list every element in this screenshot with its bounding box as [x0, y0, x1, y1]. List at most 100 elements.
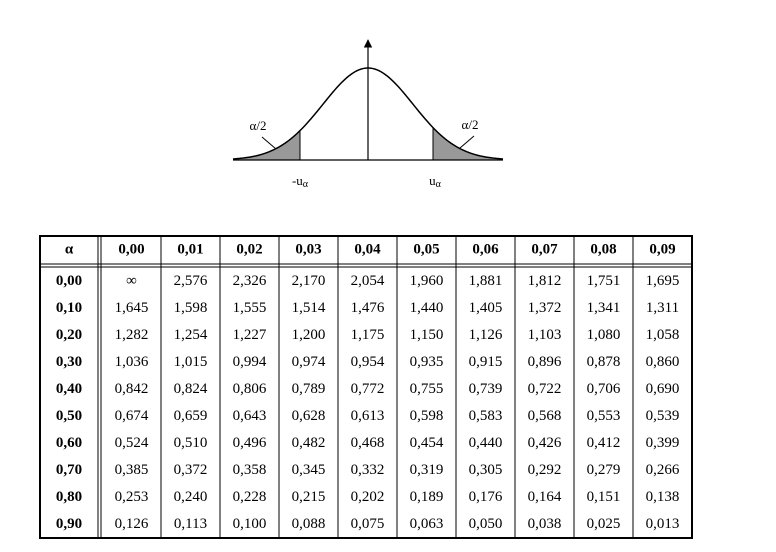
header-cell: 0,03: [295, 241, 321, 257]
cell: 0,202: [351, 489, 385, 505]
cell: 0,399: [646, 435, 680, 451]
cell: 2,576: [174, 273, 208, 289]
cell: 0,151: [587, 489, 621, 505]
cell: 0,412: [587, 435, 621, 451]
cell: 1,311: [646, 300, 679, 316]
row-label: 0,40: [56, 381, 82, 397]
cell: 1,598: [174, 300, 208, 316]
cell: 0,075: [351, 516, 385, 532]
header-cell: 0,01: [177, 241, 203, 257]
cell: 0,100: [233, 516, 267, 532]
cell: 0,539: [646, 408, 680, 424]
cell: 1,440: [410, 300, 444, 316]
cell: 0,345: [292, 462, 326, 478]
row-label: 0,20: [56, 327, 82, 343]
cell: 1,372: [528, 300, 562, 316]
cell: 0,974: [292, 354, 326, 370]
cell: 0,050: [469, 516, 503, 532]
cell: 1,150: [410, 327, 444, 343]
cell: 0,598: [410, 408, 444, 424]
cell: 0,025: [587, 516, 621, 532]
cell: 1,881: [469, 273, 503, 289]
header-cell: 0,07: [531, 241, 558, 257]
cell: 1,514: [292, 300, 326, 316]
cell: 0,332: [351, 462, 385, 478]
cell: 0,915: [469, 354, 503, 370]
cell: 0,358: [233, 462, 267, 478]
cell: 0,553: [587, 408, 621, 424]
cell: 0,279: [587, 462, 621, 478]
cell: 1,175: [351, 327, 385, 343]
cell: 0,138: [646, 489, 680, 505]
cell: 1,751: [587, 273, 621, 289]
cell: 0,994: [233, 354, 267, 370]
cell: 0,772: [351, 381, 385, 397]
cell: 0,372: [174, 462, 208, 478]
cell: 1,036: [115, 354, 149, 370]
cell: 1,960: [410, 273, 444, 289]
cell: 1,405: [469, 300, 503, 316]
cell: 0,468: [351, 435, 385, 451]
cell: 1,103: [528, 327, 562, 343]
cell: 0,954: [351, 354, 385, 370]
cell: 0,935: [410, 354, 444, 370]
cell: 0,739: [469, 381, 503, 397]
cell: 0,628: [292, 408, 326, 424]
cell: 0,896: [528, 354, 562, 370]
cell: 0,038: [528, 516, 562, 532]
distribution-diagram: α/2 α/2 -uα uα: [232, 39, 504, 190]
header-cell: 0,08: [590, 241, 616, 257]
cell: 0,482: [292, 435, 326, 451]
cell: 0,113: [174, 516, 207, 532]
cell: 0,063: [410, 516, 444, 532]
cell: 0,568: [528, 408, 562, 424]
cell: 2,054: [351, 273, 385, 289]
cell: 1,058: [646, 327, 680, 343]
cell: 0,842: [115, 381, 149, 397]
cell: 0,319: [410, 462, 444, 478]
cell: 0,524: [115, 435, 149, 451]
cell: 1,812: [528, 273, 562, 289]
cell: 1,254: [174, 327, 208, 343]
left-area-label: α/2: [250, 118, 267, 133]
cell: 0,126: [115, 516, 149, 532]
cell: 0,088: [292, 516, 326, 532]
cell: 1,126: [469, 327, 503, 343]
row-label: 0,10: [56, 300, 82, 316]
cell: 0,659: [174, 408, 208, 424]
header-cell: α: [65, 241, 74, 257]
cell: 0,164: [528, 489, 562, 505]
cell: 0,878: [587, 354, 621, 370]
cell: 0,496: [233, 435, 267, 451]
curve: [232, 67, 504, 160]
row-label: 0,00: [56, 273, 82, 289]
cell: 0,674: [115, 408, 149, 424]
cell: 0,755: [410, 381, 444, 397]
cell: 1,200: [292, 327, 326, 343]
cell: 0,426: [528, 435, 562, 451]
cell: 1,555: [233, 300, 267, 316]
right-quantile: uα: [429, 173, 442, 190]
row-label: 0,50: [56, 408, 82, 424]
left-tail: [233, 130, 300, 160]
cell: 1,227: [233, 327, 267, 343]
cell: 1,080: [587, 327, 621, 343]
cell: 0,305: [469, 462, 503, 478]
row-label: 0,80: [56, 489, 82, 505]
cell: 0,643: [233, 408, 267, 424]
left-quantile: -uα: [292, 173, 309, 190]
cell: 0,440: [469, 435, 503, 451]
cell: 2,170: [292, 273, 326, 289]
cell: 1,341: [587, 300, 621, 316]
table-border: [39, 235, 693, 539]
cell: 0,228: [233, 489, 267, 505]
cell: 0,189: [410, 489, 444, 505]
cell: ∞: [126, 273, 137, 289]
cell: 0,292: [528, 462, 562, 478]
cell: 0,789: [292, 381, 326, 397]
cell: 0,860: [646, 354, 680, 370]
row-label: 0,70: [56, 462, 82, 478]
cell: 1,645: [115, 300, 149, 316]
cell: 0,613: [351, 408, 385, 424]
